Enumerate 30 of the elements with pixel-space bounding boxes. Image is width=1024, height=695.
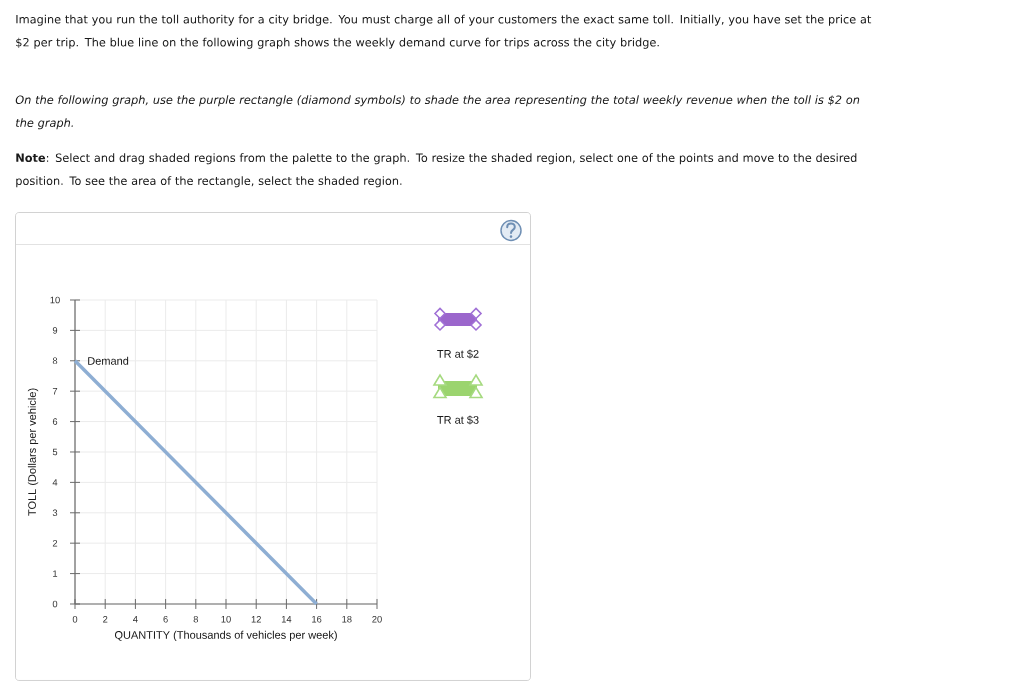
x-tick-label: 6	[163, 615, 168, 623]
y-tick-label: 3	[52, 509, 58, 517]
y-axis-title: TOLL (Dollars per vehicle)	[27, 388, 39, 516]
y-tick-label: 1	[53, 570, 58, 577]
text: Imagine that you run the toll authority for a city bridge. You must charge all of your customers the exact same toll. Initially, you have set the price at $2 per trip. The blue line on the following graph shows the weekly demand curve for trips across the city bridge.	[16, 14, 872, 49]
x-tick-label: 0	[72, 615, 78, 623]
x-tick-label: 12	[251, 616, 261, 623]
y-tick-label: 10	[50, 296, 60, 304]
text: TR at $3	[437, 415, 479, 425]
x-tick-label: 20	[372, 615, 382, 623]
x-tick-label: 16	[312, 615, 322, 623]
x-tick-label: 2	[103, 616, 108, 623]
y-tick-label: 9	[52, 327, 58, 334]
y-tick-label: 5	[52, 448, 58, 456]
series-label: Demand	[88, 356, 129, 365]
x-tick-label: 18	[342, 615, 352, 623]
y-tick-label: 0	[52, 600, 58, 608]
x-tick-label: 4	[133, 616, 138, 623]
y-tick-label: 8	[52, 357, 58, 365]
text: Note: Select and drag shaded regions from the palette to the graph. To resize the shaded region, select one of the points and move to the desired position. To see the area of the rectangle, select the shaded region.	[16, 153, 857, 188]
y-tick-label: 6	[52, 418, 58, 425]
text: TR at $2	[437, 349, 479, 359]
y-tick-label: 2	[52, 539, 58, 547]
x-tick-label: 14	[281, 616, 292, 623]
y-tick-label: 4	[52, 479, 58, 486]
x-axis-title: QUANTITY (Thousands of vehicles per week)	[114, 630, 337, 642]
x-tick-label: 10	[221, 615, 231, 623]
text: On the following graph, use the purple rectangle (diamond symbols) to shade the area representing the total weekly revenue when the toll is $2 on the graph.	[15, 95, 860, 130]
y-tick-label: 7	[52, 387, 58, 395]
x-tick-label: 8	[193, 615, 198, 623]
